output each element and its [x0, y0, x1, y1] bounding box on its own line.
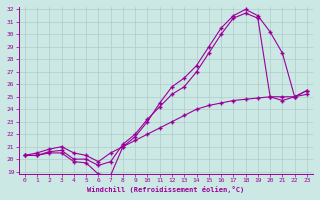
- X-axis label: Windchill (Refroidissement éolien,°C): Windchill (Refroidissement éolien,°C): [87, 186, 244, 193]
